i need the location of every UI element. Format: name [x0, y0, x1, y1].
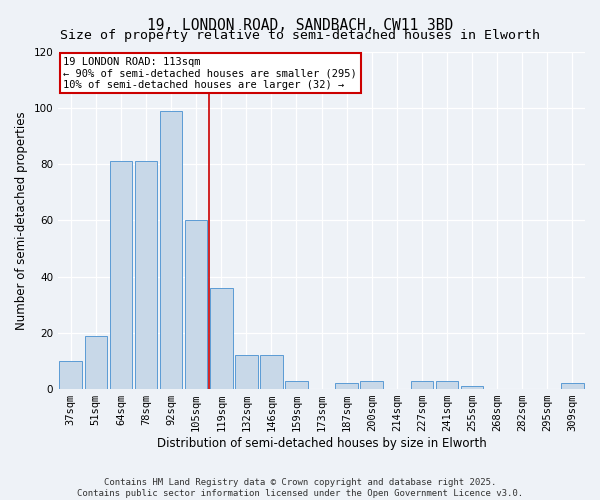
- Bar: [410, 380, 433, 389]
- Y-axis label: Number of semi-detached properties: Number of semi-detached properties: [15, 111, 28, 330]
- Bar: [436, 380, 458, 389]
- Text: 19, LONDON ROAD, SANDBACH, CW11 3BD: 19, LONDON ROAD, SANDBACH, CW11 3BD: [147, 18, 453, 32]
- Text: Contains HM Land Registry data © Crown copyright and database right 2025.
Contai: Contains HM Land Registry data © Crown c…: [77, 478, 523, 498]
- Bar: [235, 356, 257, 389]
- Bar: [85, 336, 107, 389]
- Bar: [160, 110, 182, 389]
- Bar: [361, 380, 383, 389]
- Bar: [110, 161, 132, 389]
- Bar: [185, 220, 208, 389]
- Bar: [210, 288, 233, 389]
- Text: 19 LONDON ROAD: 113sqm
← 90% of semi-detached houses are smaller (295)
10% of se: 19 LONDON ROAD: 113sqm ← 90% of semi-det…: [64, 56, 357, 90]
- X-axis label: Distribution of semi-detached houses by size in Elworth: Distribution of semi-detached houses by …: [157, 437, 487, 450]
- Bar: [134, 161, 157, 389]
- Text: Size of property relative to semi-detached houses in Elworth: Size of property relative to semi-detach…: [60, 29, 540, 42]
- Bar: [461, 386, 484, 389]
- Bar: [561, 384, 584, 389]
- Bar: [335, 384, 358, 389]
- Bar: [59, 361, 82, 389]
- Bar: [285, 380, 308, 389]
- Bar: [260, 356, 283, 389]
